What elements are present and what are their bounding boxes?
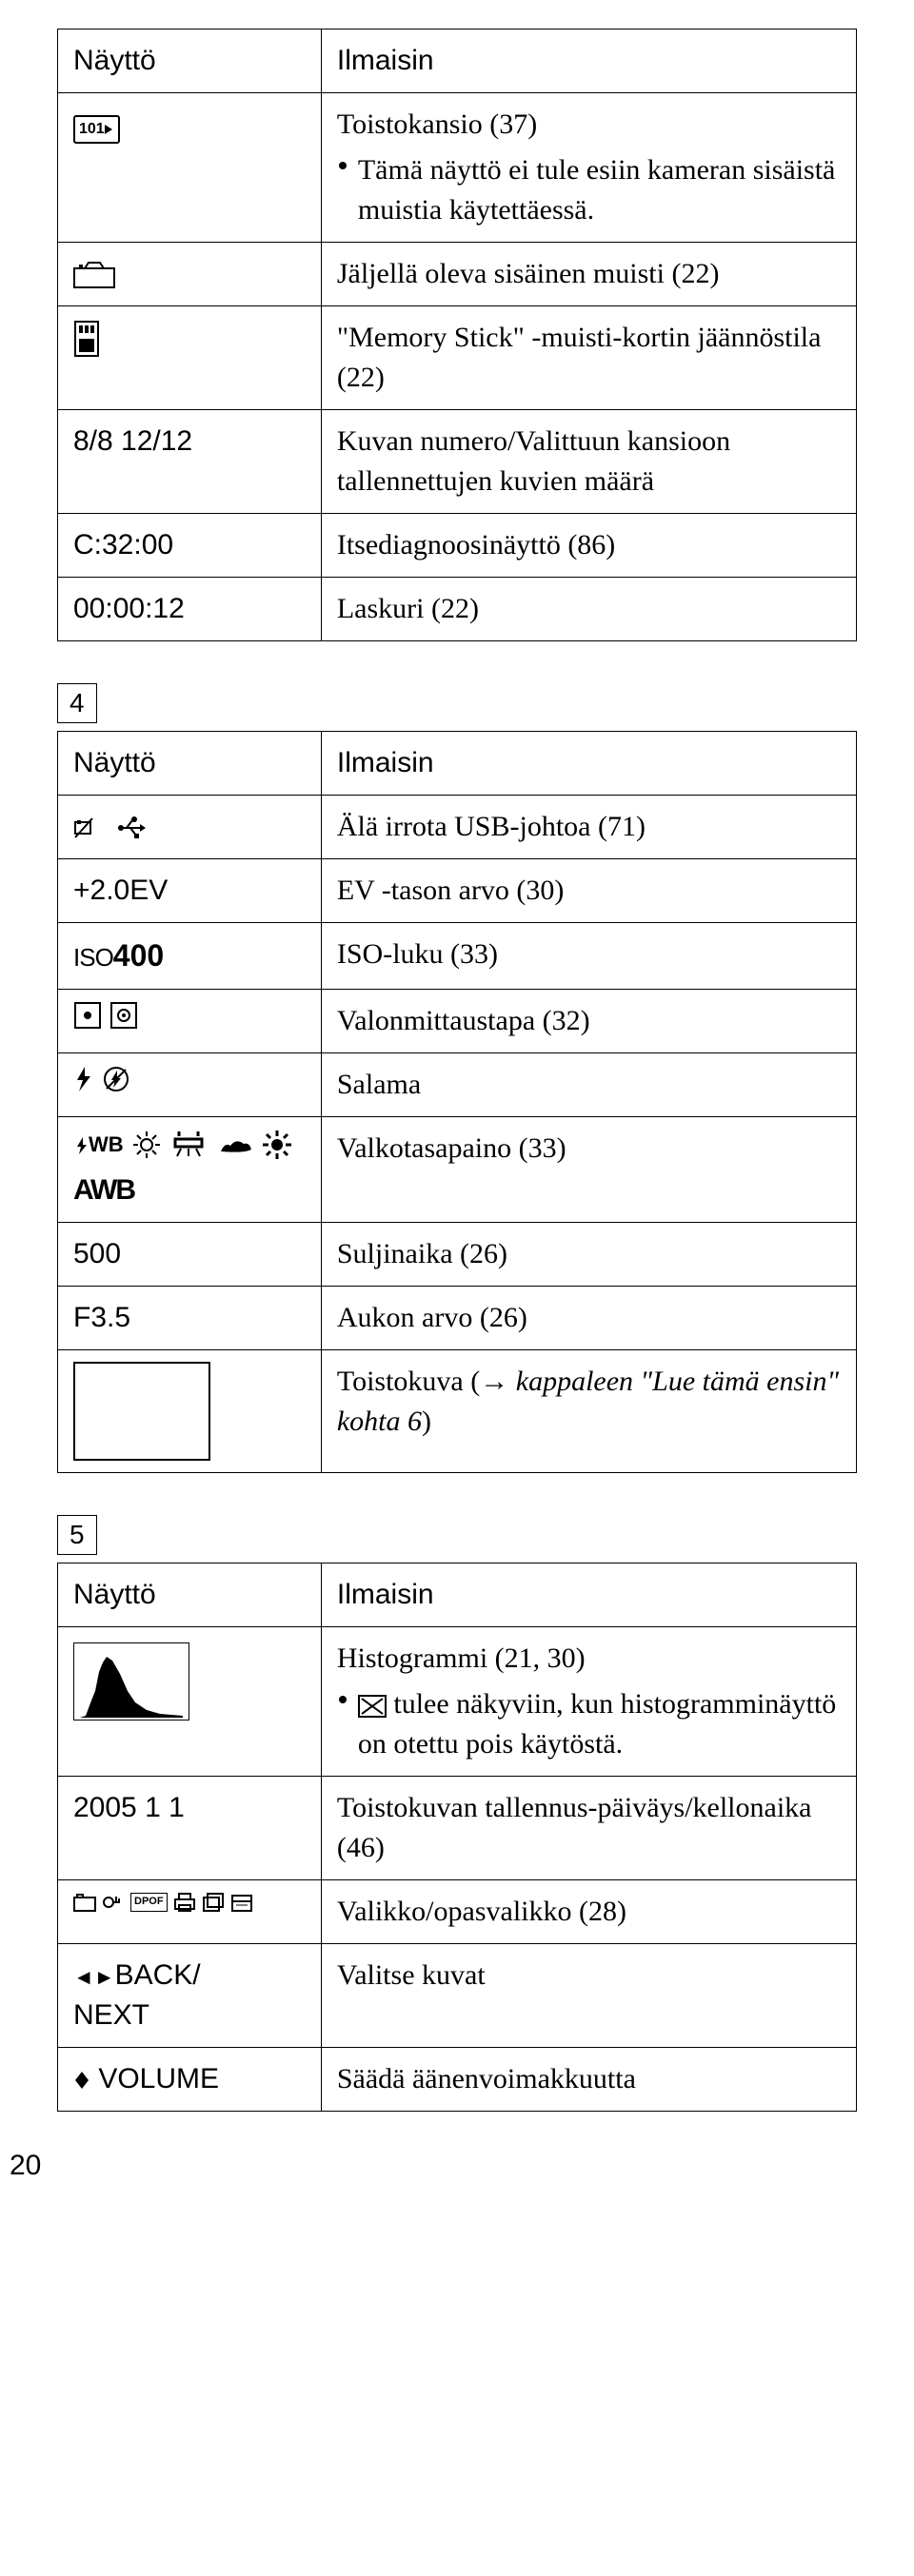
- table-row: "Memory Stick" -muisti-kortin jäännöstil…: [58, 306, 857, 410]
- row-text: Valkotasapaino (33): [321, 1117, 856, 1223]
- display-table-1: Näyttö Ilmaisin 101 Toistokansio (37) Tä…: [57, 29, 857, 641]
- table3-header-right: Ilmaisin: [321, 1563, 856, 1627]
- row-text: Suljinaika (26): [321, 1223, 856, 1287]
- play-box-icon: [73, 1362, 210, 1461]
- memory-stick-icon: [73, 320, 100, 358]
- row-text: Aukon arvo (26): [321, 1287, 856, 1350]
- row-text: Valonmittaustapa (32): [321, 990, 856, 1053]
- table2-header-right: Ilmaisin: [321, 732, 856, 796]
- row-text: Älä irrota USB-johtoa (71): [321, 796, 856, 859]
- row-left-text: 500: [58, 1223, 322, 1287]
- flash-icons: [73, 1065, 306, 1093]
- row-text: Valikko/opasvalikko (28): [321, 1880, 856, 1944]
- folder-101-icon: 101: [73, 115, 120, 144]
- table-row: Salama: [58, 1053, 857, 1117]
- display-table-2: Näyttö Ilmaisin: [57, 731, 857, 1473]
- table-row: +2.0EV EV -tason arvo (30): [58, 859, 857, 923]
- volume-label: VOLUME: [58, 2048, 322, 2112]
- row-text: ISO-luku (33): [321, 923, 856, 990]
- metering-icons: [73, 1001, 306, 1030]
- table3-header-left: Näyttö: [58, 1563, 322, 1627]
- row-text: Kuvan numero/Valittuun kansioon tallenne…: [321, 410, 856, 514]
- table-row: 500 Suljinaika (26): [58, 1223, 857, 1287]
- camera-icon: [73, 261, 115, 289]
- row-text: Itsediagnoosinäyttö (86): [321, 514, 856, 578]
- table-row: Jäljellä oleva sisäinen muisti (22): [58, 243, 857, 306]
- menu-icons: DPOF: [73, 1892, 306, 1913]
- table-row: C:32:00 Itsediagnoosinäyttö (86): [58, 514, 857, 578]
- table-row: Toistokuva (→ kappaleen "Lue tämä ensin"…: [58, 1350, 857, 1473]
- wb-icons: WB: [73, 1129, 306, 1210]
- row-left-text: F3.5: [58, 1287, 322, 1350]
- histogram-icon: [73, 1642, 189, 1721]
- table-row: 8/8 12/12 Kuvan numero/Valittuun kansioo…: [58, 410, 857, 514]
- row-bullet: tulee näkyviin, kun histogramminäyttö on…: [358, 1684, 841, 1764]
- row-text: Histogrammi (21, 30): [337, 1639, 841, 1679]
- table-row: Älä irrota USB-johtoa (71): [58, 796, 857, 859]
- row-text: Jäljellä oleva sisäinen muisti (22): [321, 243, 856, 306]
- table-row: DPOF Valikko/opasvalikko (28): [58, 1880, 857, 1944]
- row-left-text: 00:00:12: [58, 578, 322, 641]
- row-text: Toistokuva (→ kappaleen "Lue tämä ensin"…: [321, 1350, 856, 1473]
- row-text: Valitse kuvat: [321, 1944, 856, 2048]
- table-row: 00:00:12 Laskuri (22): [58, 578, 857, 641]
- table2-header-left: Näyttö: [58, 732, 322, 796]
- row-text: EV -tason arvo (30): [321, 859, 856, 923]
- table-row: F3.5 Aukon arvo (26): [58, 1287, 857, 1350]
- row-text: Toistokansio (37): [337, 105, 841, 145]
- row-left-text: C:32:00: [58, 514, 322, 578]
- row-left-text: 2005 1 1: [58, 1777, 322, 1880]
- table1-header-left: Näyttö: [58, 29, 322, 93]
- back-next-label: ◄►BACK/NEXT: [58, 1944, 322, 2048]
- row-text: Laskuri (22): [321, 578, 856, 641]
- table-row: VOLUME Säädä äänenvoimakkuutta: [58, 2048, 857, 2112]
- row-left-text: 8/8 12/12: [58, 410, 322, 514]
- table-row: ◄►BACK/NEXT Valitse kuvat: [58, 1944, 857, 2048]
- row-text: Salama: [321, 1053, 856, 1117]
- no-histogram-icon: [358, 1695, 387, 1718]
- table-row: Histogrammi (21, 30) tulee näkyviin, kun…: [58, 1627, 857, 1777]
- section-4-label: 4: [57, 683, 97, 723]
- usb-disconnect-icon: [73, 811, 146, 842]
- table1-header-right: Ilmaisin: [321, 29, 856, 93]
- table-row: 2005 1 1 Toistokuvan tallennus-päiväys/k…: [58, 1777, 857, 1880]
- iso-label: ISO400: [58, 923, 322, 990]
- table-row: ISO400 ISO-luku (33): [58, 923, 857, 990]
- table-row: Valonmittaustapa (32): [58, 990, 857, 1053]
- display-table-3: Näyttö Ilmaisin Histogrammi (21, 30): [57, 1563, 857, 2112]
- table-row: WB: [58, 1117, 857, 1223]
- page-number: 20: [10, 2150, 857, 2182]
- row-text: Toistokuvan tallennus-päiväys/kellonaika…: [321, 1777, 856, 1880]
- table-row: 101 Toistokansio (37) Tämä näyttö ei tul…: [58, 93, 857, 243]
- row-left-text: +2.0EV: [58, 859, 322, 923]
- row-text: "Memory Stick" -muisti-kortin jäännöstil…: [321, 306, 856, 410]
- section-5-label: 5: [57, 1515, 97, 1555]
- row-text: Säädä äänenvoimakkuutta: [321, 2048, 856, 2112]
- row-bullet: Tämä näyttö ei tule esiin kameran sisäis…: [358, 150, 841, 230]
